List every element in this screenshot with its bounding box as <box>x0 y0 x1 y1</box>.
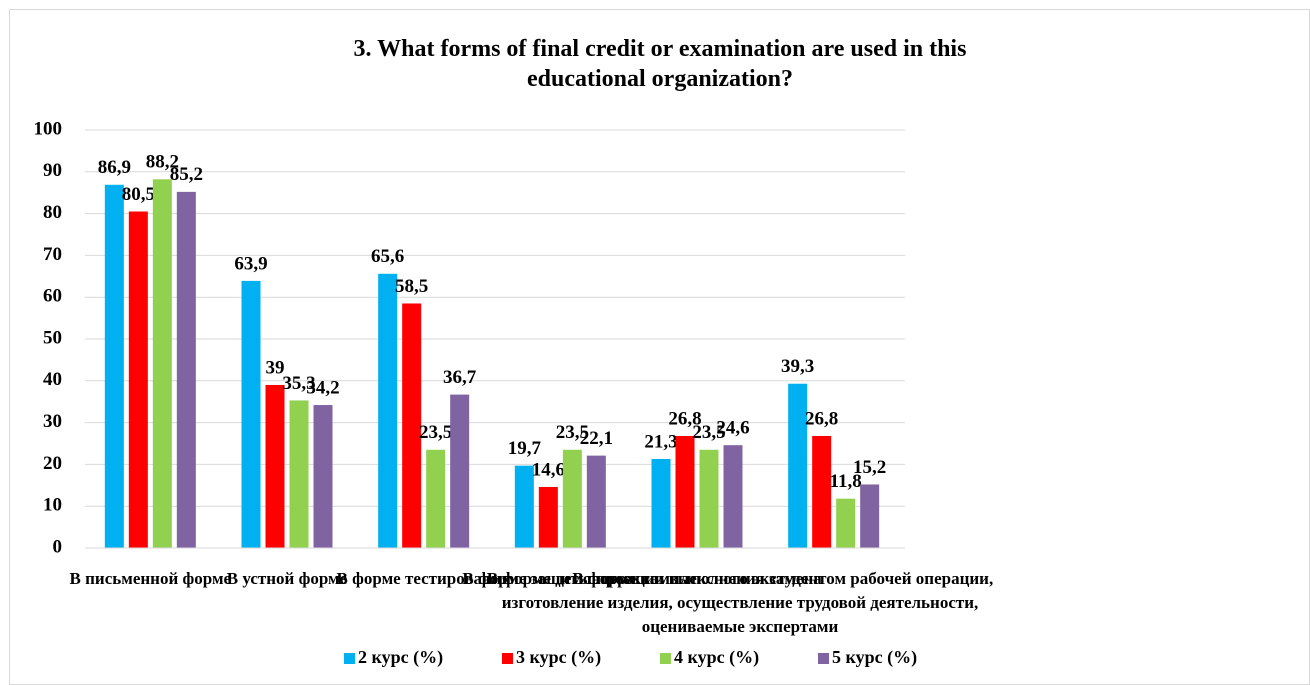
y-tick-label: 70 <box>43 244 62 265</box>
legend-swatch <box>818 653 829 664</box>
bar <box>128 211 148 548</box>
data-label: 23,5 <box>419 422 452 443</box>
data-label: 15,2 <box>853 457 886 478</box>
data-label: 11,8 <box>830 471 862 492</box>
data-label: 88,2 <box>146 152 179 173</box>
y-tick-label: 20 <box>43 453 62 474</box>
legend-swatch <box>502 653 513 664</box>
data-label: 39 <box>266 357 285 378</box>
legend-label: 4 курс (%) <box>674 647 759 668</box>
bar <box>378 273 398 548</box>
data-label: 23,5 <box>692 422 725 443</box>
data-label: 63,9 <box>234 253 267 274</box>
legend-swatch <box>344 653 355 664</box>
data-label: 14,6 <box>532 459 565 480</box>
bar <box>241 280 261 548</box>
bar <box>176 191 196 548</box>
bar <box>104 184 124 548</box>
legend-label: 2 курс (%) <box>358 647 443 668</box>
x-tick-label: В форме комплексного экзамена <box>572 569 822 588</box>
x-tick-label: В письменной форме <box>70 569 232 588</box>
data-label: 80,5 <box>122 184 155 205</box>
bar <box>514 465 534 548</box>
bar <box>538 486 558 548</box>
chart-frame <box>9 9 1310 685</box>
bar <box>651 458 671 548</box>
y-tick-label: 60 <box>43 286 62 307</box>
chart-title: 3. What forms of final credit or examina… <box>354 36 967 92</box>
data-label: 85,2 <box>170 164 203 185</box>
y-tick-label: 100 <box>34 118 63 139</box>
y-tick-label: 30 <box>43 411 62 432</box>
x-tick-label: В форме тестирования <box>337 569 511 588</box>
bar <box>265 384 285 548</box>
data-label: 19,7 <box>508 438 542 459</box>
y-tick-label: 40 <box>43 369 62 390</box>
y-tick-label: 50 <box>43 327 62 348</box>
bar <box>860 484 880 548</box>
data-label: 22,1 <box>580 428 613 449</box>
data-label: 34,2 <box>306 377 339 398</box>
data-label: 24,6 <box>716 418 749 439</box>
y-tick-label: 80 <box>43 202 62 223</box>
y-tick-label: 10 <box>43 495 62 516</box>
x-tick-label: В устной форме <box>227 569 348 588</box>
data-label: 21,3 <box>644 431 677 452</box>
bar <box>289 400 309 548</box>
bar <box>836 498 856 548</box>
bar <box>699 449 719 548</box>
legend-label: 3 курс (%) <box>516 647 601 668</box>
bar <box>812 435 832 548</box>
bar <box>426 449 446 548</box>
bar <box>313 405 333 548</box>
bar <box>562 449 582 548</box>
x-tick-label: В форме защиты проекта <box>462 569 658 588</box>
bar <box>402 303 422 548</box>
bar <box>450 394 470 548</box>
data-label: 58,5 <box>395 276 428 297</box>
bar <box>788 383 808 548</box>
y-tick-label: 0 <box>53 536 63 557</box>
legend-label: 5 курс (%) <box>832 647 917 668</box>
bar <box>586 455 606 548</box>
bar <box>675 435 695 548</box>
x-tick-label: В форме демонстрации выполнения студенто… <box>487 569 993 636</box>
data-label: 26,8 <box>805 408 838 429</box>
data-label: 36,7 <box>443 367 477 388</box>
data-label: 39,3 <box>781 356 814 377</box>
data-label: 23,5 <box>556 422 589 443</box>
bar <box>152 179 172 548</box>
data-label: 35,3 <box>282 373 315 394</box>
y-tick-label: 90 <box>43 160 62 181</box>
data-label: 65,6 <box>371 246 404 267</box>
legend-swatch <box>660 653 671 664</box>
data-label: 26,8 <box>668 408 701 429</box>
data-label: 86,9 <box>98 157 131 178</box>
bar <box>723 445 743 548</box>
